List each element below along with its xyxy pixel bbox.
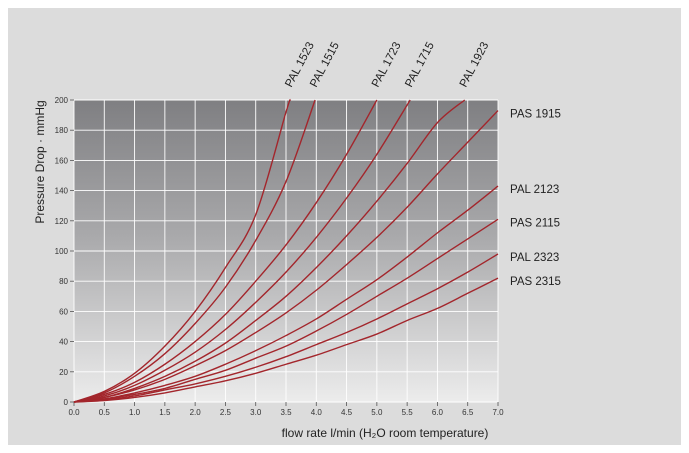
series-line-pas-2315 <box>73 277 499 403</box>
series-line-pal-1715 <box>73 99 411 403</box>
y-tick-label: 180 <box>55 126 69 135</box>
x-axis-ticks: 0.0 0.5 1.0 1.5 2.0 2.5 3.0 3.5 4.0 4.5 5.0 5.5 6.0 6… <box>68 402 504 417</box>
series-label-pal-1923: PAL 1923 <box>458 40 492 89</box>
series-label-pas-2115: PAS 2115 <box>510 217 560 229</box>
series-line-pas-2115 <box>73 218 499 403</box>
x-tick-label: 6.5 <box>462 408 474 417</box>
x-tick-label: 4.0 <box>311 408 323 417</box>
y-tick-label: 80 <box>59 277 68 286</box>
y-tick-label: 160 <box>55 156 69 165</box>
series-line-pal-1723 <box>73 99 378 403</box>
y-tick-label: 0 <box>64 398 69 407</box>
series-line-pal-1523 <box>73 98 291 403</box>
series-line-pas-1915 <box>73 110 499 403</box>
x-tick-label: 7.0 <box>492 408 504 417</box>
x-tick-label: 0.5 <box>99 408 111 417</box>
series-line-pal-1923 <box>73 99 466 403</box>
x-tick-label: 5.0 <box>371 408 383 417</box>
series-line-pal-2123 <box>73 185 499 403</box>
y-tick-label: 200 <box>55 96 69 105</box>
x-tick-label: 6.0 <box>432 408 444 417</box>
series-lines <box>73 98 499 403</box>
y-tick-label: 100 <box>55 247 69 256</box>
y-tick-label: 140 <box>55 187 69 196</box>
y-tick-label: 120 <box>55 217 69 226</box>
y-tick-label: 20 <box>59 368 68 377</box>
series-line-pal-2323 <box>73 253 499 403</box>
x-tick-label: 0.0 <box>68 408 80 417</box>
x-tick-label: 4.5 <box>341 408 353 417</box>
x-tick-label: 3.0 <box>250 408 262 417</box>
y-axis-title: Pressure Drop · mmHg <box>33 100 47 223</box>
x-tick-label: 1.0 <box>129 408 141 417</box>
x-tick-label: 3.5 <box>280 408 292 417</box>
x-tick-label: 1.5 <box>159 408 171 417</box>
y-tick-label: 40 <box>59 338 68 347</box>
series-label-pal-1723: PAL 1723 <box>370 40 404 89</box>
x-axis-title: flow rate l/min (H₂O room temperature) <box>282 426 489 440</box>
grid-lines <box>73 99 499 403</box>
x-tick-label: 5.5 <box>402 408 414 417</box>
series-label-pas-1915: PAS 1915 <box>510 109 561 121</box>
x-tick-label: 2.5 <box>220 408 232 417</box>
series-label-pal-2323: PAL 2323 <box>510 252 559 264</box>
series-line-pal-1515 <box>73 99 316 403</box>
series-label-pal-1715: PAL 1715 <box>403 40 437 89</box>
y-tick-label: 60 <box>59 307 68 316</box>
series-label-pas-2315: PAS 2315 <box>510 276 561 288</box>
series-label-pal-2123: PAL 2123 <box>510 184 559 196</box>
x-tick-label: 2.0 <box>190 408 202 417</box>
y-axis-ticks: 0 20 40 60 80 100 120 140 160 180 200 <box>55 96 74 407</box>
